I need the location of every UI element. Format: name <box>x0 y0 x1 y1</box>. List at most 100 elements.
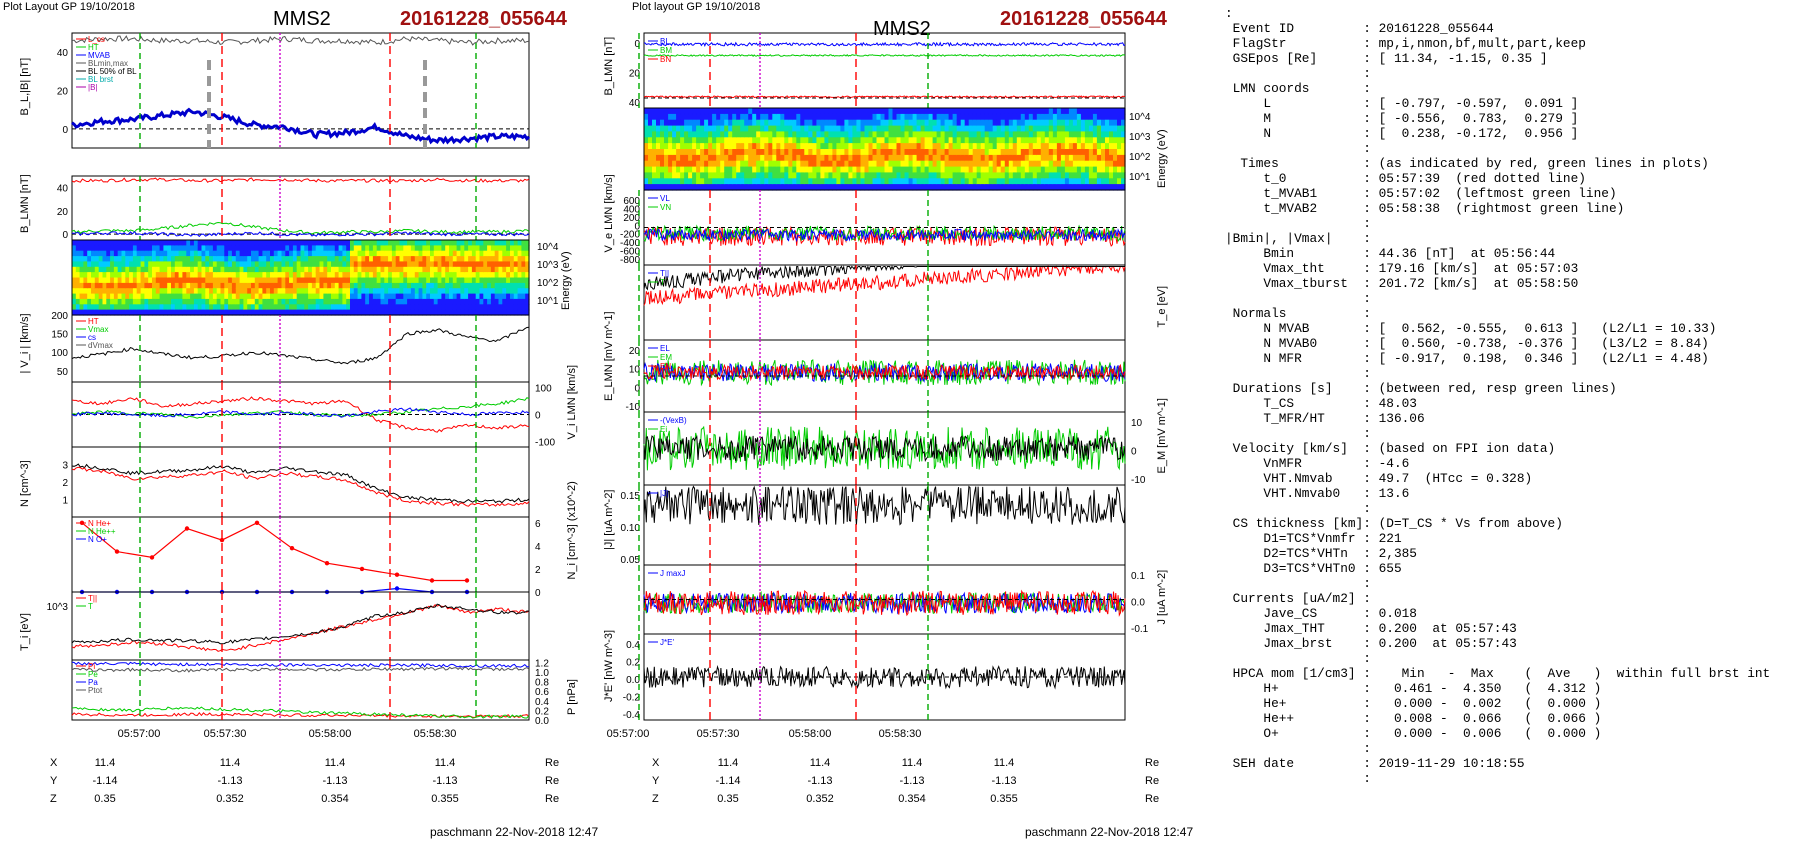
spectrogram-cell <box>856 108 861 115</box>
spectrogram-cell <box>498 309 503 316</box>
spectrogram-cell <box>892 108 898 115</box>
spectrogram-cell <box>243 240 248 246</box>
spectrogram-cell <box>87 309 92 316</box>
spectrogram-cell <box>129 304 134 311</box>
spectrogram-cell <box>1024 119 1030 127</box>
spectrogram-cell <box>113 298 119 305</box>
spectrogram-cell <box>376 240 382 246</box>
spectrogram-cell <box>483 298 488 305</box>
spectrogram-cell <box>125 282 130 289</box>
spectrogram-cell <box>912 149 918 156</box>
spectrogram-cell <box>940 143 946 150</box>
spectrogram-cell <box>888 125 894 133</box>
tick-label: 40 <box>57 48 69 59</box>
spectrogram-cell <box>716 178 721 185</box>
spectrogram-cell <box>660 119 665 127</box>
spectrogram-cell <box>680 125 685 133</box>
spectrogram-cell <box>163 288 168 295</box>
spectrogram-cell <box>936 108 942 115</box>
spectrogram-cell <box>468 298 473 305</box>
spectrogram-cell <box>936 172 942 179</box>
spectrogram-cell <box>1101 166 1106 174</box>
spectrogram-cell <box>1000 184 1006 191</box>
spectrogram-cell <box>1068 178 1074 185</box>
spectrogram-cell <box>740 108 745 115</box>
spectrogram-cell <box>1064 131 1070 138</box>
spectrogram-cell <box>285 272 290 279</box>
spectrogram-cell <box>732 160 737 168</box>
spectrogram-cell <box>502 293 507 300</box>
spectrogram-cell <box>262 256 267 263</box>
spectrogram-cell <box>720 113 725 121</box>
spectrogram-cell <box>736 149 741 156</box>
spectrogram-cell <box>696 149 701 156</box>
spectrogram-cell <box>266 250 271 257</box>
spectrogram-cell <box>163 266 168 273</box>
spectrogram-cell <box>254 288 260 295</box>
spectrogram-cell <box>836 119 841 127</box>
spectrogram-cell <box>980 143 986 150</box>
spectrogram-cell <box>1096 172 1102 179</box>
spectrogram-cell <box>433 304 439 311</box>
spectrogram-cell <box>808 184 813 191</box>
spectrogram-cell <box>315 272 321 279</box>
spectrogram-cell <box>437 309 442 316</box>
spectrogram-cell <box>892 113 898 121</box>
spectrogram-cell <box>239 272 244 279</box>
spectrogram-cell <box>193 240 199 246</box>
spectrogram-cell <box>1052 137 1058 144</box>
spectrogram-cell <box>1060 137 1066 144</box>
spectrogram-cell <box>952 160 958 168</box>
summary-line: Event ID : 20161228_055644 <box>1232 21 1494 36</box>
spectrogram-cell <box>110 245 115 252</box>
spectrogram-cell <box>784 113 789 121</box>
spectrogram-cell <box>656 143 661 150</box>
spectrogram-cell <box>740 113 745 121</box>
spectrogram-cell <box>376 266 382 273</box>
spectrogram-cell <box>251 245 256 252</box>
legend-entry: N O+ <box>88 535 107 544</box>
spectrogram-cell <box>656 154 661 162</box>
legend-entry: Vmax <box>88 325 108 334</box>
spectrogram-cell <box>262 266 267 273</box>
spectrogram-cell <box>304 293 309 300</box>
spectrogram-cell <box>483 272 488 279</box>
spectrogram-cell <box>388 250 393 257</box>
spectrogram-cell <box>872 160 878 168</box>
spectrogram-cell <box>672 125 677 133</box>
spectrogram-cell <box>395 293 401 300</box>
spectrogram-cell <box>1092 131 1098 138</box>
spectrogram-cell <box>884 184 890 191</box>
spectrogram-cell <box>1008 154 1014 162</box>
spectrogram-cell <box>494 277 500 284</box>
spectrogram-cell <box>996 172 1002 179</box>
spectrogram-cell <box>900 184 906 191</box>
spectrogram-cell <box>331 245 336 252</box>
spectrogram-cell <box>828 184 833 191</box>
spectrogram-cell <box>125 309 130 316</box>
spectrogram-cell <box>816 184 821 191</box>
spectrogram-cell <box>1028 166 1034 174</box>
spectrogram-cell <box>289 298 294 305</box>
spectrogram-cell <box>361 293 366 300</box>
spectrogram-cell <box>852 137 857 144</box>
spectrogram-cell <box>908 166 914 174</box>
spectrogram-cell <box>772 137 777 144</box>
spectrogram-cell <box>648 108 653 115</box>
spectrogram-cell <box>808 113 813 121</box>
summary-line: |Bmin|, |Vmax| : <box>1225 231 1371 246</box>
spectrogram-cell <box>483 282 488 289</box>
spectrogram-cell <box>804 137 809 144</box>
spectrogram-cell <box>780 119 785 127</box>
spectrogram-cell <box>106 261 111 268</box>
spectrogram-cell <box>724 108 729 115</box>
spectrogram-cell <box>369 272 374 279</box>
series-line <box>71 396 530 433</box>
spectrogram-cell <box>292 277 298 284</box>
spectrogram-cell <box>220 250 225 257</box>
spectrogram-cell <box>888 131 894 138</box>
spectrogram-cell <box>216 261 222 268</box>
spectrogram-cell <box>517 309 522 316</box>
spectrogram-cell <box>251 256 256 263</box>
